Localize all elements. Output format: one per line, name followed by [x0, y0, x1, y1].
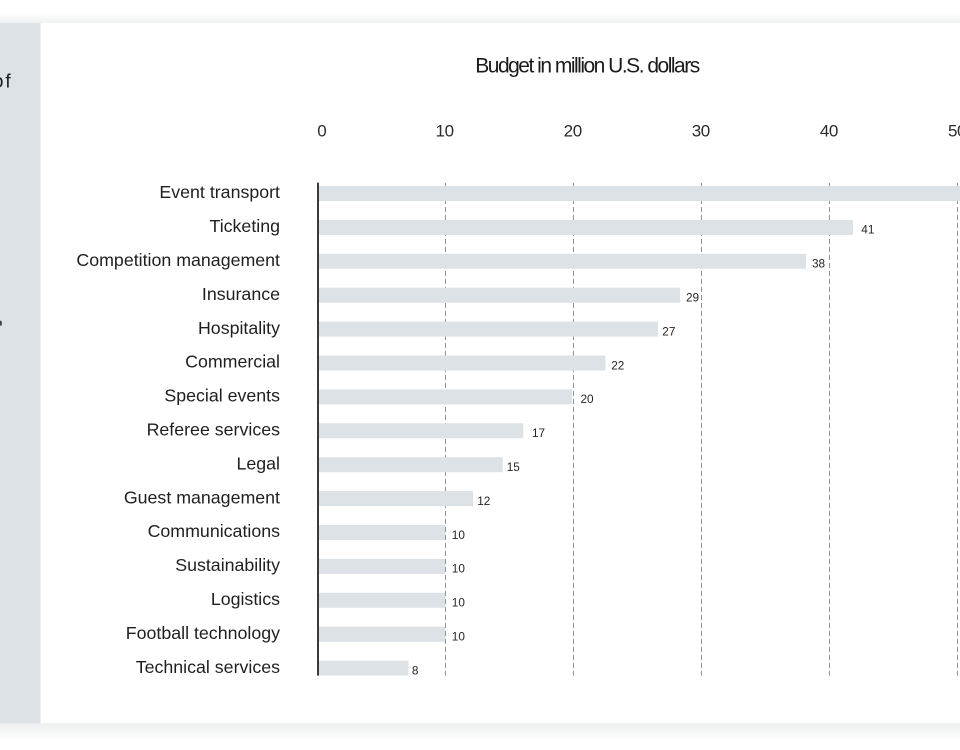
svg-text:Sustainability: Sustainability [175, 555, 280, 575]
svg-text:Event transport: Event transport [159, 182, 280, 202]
svg-text:38: 38 [812, 257, 826, 271]
svg-text:Competition management: Competition management [76, 250, 280, 270]
svg-text:Budget in million U.S. dollars: Budget in million U.S. dollars [475, 55, 699, 78]
svg-text:Referee services: Referee services [147, 420, 281, 440]
svg-text:Special events: Special events [164, 386, 280, 406]
svg-text:40: 40 [820, 122, 838, 141]
svg-text:30: 30 [692, 122, 710, 141]
svg-text:29: 29 [686, 291, 699, 305]
svg-text:Legal: Legal [236, 453, 280, 473]
svg-text:20: 20 [581, 392, 595, 406]
svg-text:10: 10 [452, 528, 466, 542]
svg-text:Logistics: Logistics [211, 589, 280, 609]
svg-text:10: 10 [436, 122, 454, 141]
svg-text:of: of [0, 72, 13, 93]
svg-text:Commercial: Commercial [185, 352, 280, 372]
svg-text:10: 10 [452, 630, 466, 644]
svg-text:20: 20 [564, 122, 582, 141]
svg-text:Football technology: Football technology [126, 623, 280, 643]
svg-text:41: 41 [861, 223, 874, 237]
svg-text:Technical services: Technical services [136, 657, 280, 677]
svg-text:0: 0 [317, 122, 326, 141]
svg-text:10: 10 [452, 596, 466, 610]
svg-text:12: 12 [477, 494, 490, 508]
svg-text:Guest management: Guest management [124, 487, 280, 507]
svg-text:Hospitality: Hospitality [198, 318, 280, 338]
svg-text:27: 27 [662, 324, 675, 338]
svg-text:22: 22 [611, 358, 624, 372]
svg-text:50: 50 [948, 122, 960, 141]
svg-text:Insurance: Insurance [202, 284, 280, 304]
svg-text:17: 17 [532, 426, 545, 440]
svg-text:8: 8 [412, 663, 419, 677]
svg-text:Ticketing: Ticketing [210, 216, 281, 236]
svg-text:10: 10 [452, 562, 466, 576]
svg-text:Communications: Communications [148, 521, 281, 541]
svg-text:15: 15 [507, 460, 521, 474]
